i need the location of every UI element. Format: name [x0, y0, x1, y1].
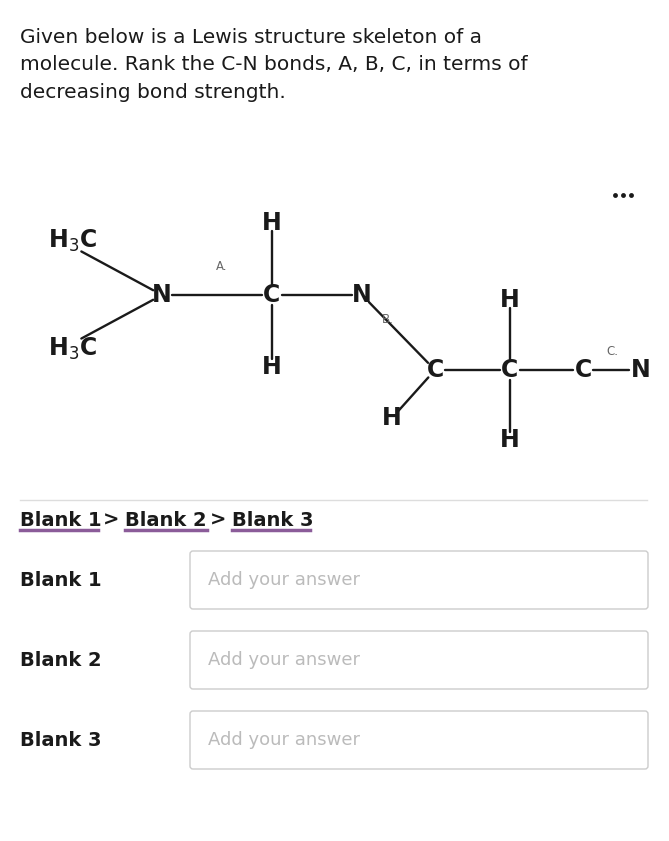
- Text: H: H: [262, 211, 282, 235]
- Text: C: C: [501, 358, 518, 382]
- Text: H: H: [500, 288, 520, 312]
- FancyBboxPatch shape: [190, 551, 648, 609]
- Text: H: H: [500, 428, 520, 452]
- Text: Add your answer: Add your answer: [208, 571, 360, 589]
- Text: Blank 2: Blank 2: [20, 650, 102, 669]
- Text: >: >: [210, 511, 226, 530]
- Text: C: C: [575, 358, 591, 382]
- Text: C.: C.: [606, 345, 618, 358]
- Text: N: N: [152, 283, 172, 307]
- FancyBboxPatch shape: [190, 711, 648, 769]
- Text: Add your answer: Add your answer: [208, 651, 360, 669]
- Text: H$_3$C: H$_3$C: [47, 228, 96, 254]
- Text: N: N: [352, 283, 372, 307]
- Text: N: N: [631, 358, 651, 382]
- Text: C: C: [264, 283, 280, 307]
- Text: >: >: [103, 511, 119, 530]
- Text: Blank 3: Blank 3: [232, 511, 314, 530]
- Text: H$_3$C: H$_3$C: [47, 336, 96, 362]
- Text: B.: B.: [382, 313, 394, 326]
- Text: Add your answer: Add your answer: [208, 731, 360, 749]
- Text: H: H: [262, 355, 282, 379]
- Text: Given below is a Lewis structure skeleton of a
molecule. Rank the C-N bonds, A, : Given below is a Lewis structure skeleto…: [20, 28, 528, 102]
- Text: C: C: [426, 358, 444, 382]
- Text: H: H: [382, 406, 402, 430]
- Text: Blank 1: Blank 1: [20, 570, 102, 590]
- Text: A.: A.: [216, 260, 227, 273]
- Text: Blank 3: Blank 3: [20, 731, 102, 749]
- Text: Blank 2: Blank 2: [125, 511, 207, 530]
- Text: Blank 1: Blank 1: [20, 511, 102, 530]
- FancyBboxPatch shape: [190, 631, 648, 689]
